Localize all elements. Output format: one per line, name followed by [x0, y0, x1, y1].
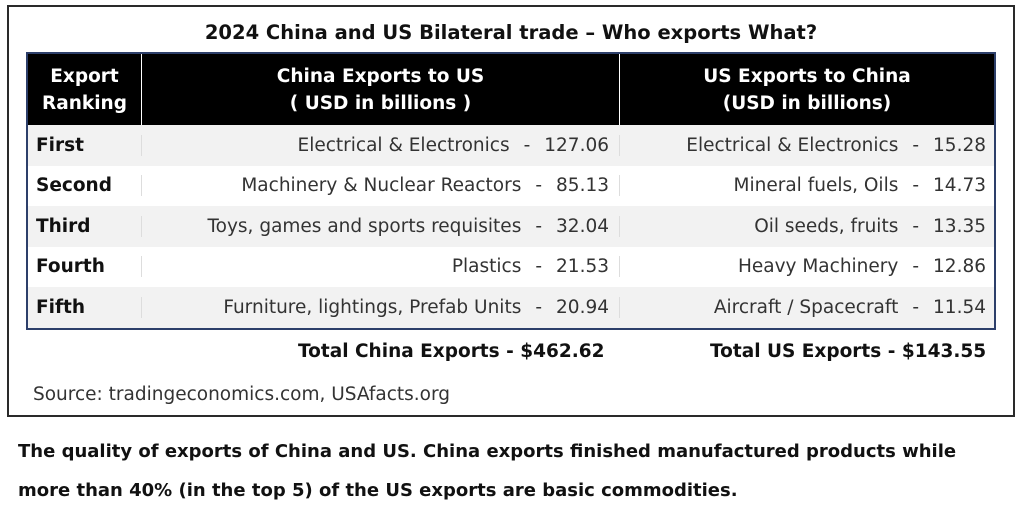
- rank-cell: Fourth: [36, 256, 105, 278]
- source-note: Source: tradingeconomics.com, USAfacts.o…: [33, 384, 450, 405]
- table-row: Third Toys, games and sports requisites -…: [28, 206, 994, 247]
- table-header: Export Ranking China Exports to US ( USD…: [28, 54, 994, 125]
- china-item: Furniture, lightings, Prefab Units: [223, 296, 522, 318]
- separator: -: [912, 296, 920, 318]
- header-china-line2: ( USD in billions ): [289, 92, 472, 114]
- table-row: Fourth Plastics -21.53 Heavy Machinery -12…: [28, 247, 994, 288]
- header-ranking-line2: Ranking: [42, 92, 127, 114]
- rank-cell: First: [36, 134, 84, 156]
- header-us-line1: US Exports to China: [703, 65, 911, 87]
- us-export-cell: Mineral fuels, Oils -14.73: [619, 175, 994, 197]
- us-value: 12.86: [933, 256, 986, 278]
- us-export-cell: Electrical & Electronics -15.28: [619, 134, 994, 156]
- us-value: 13.35: [933, 215, 986, 237]
- china-export-cell: Machinery & Nuclear Reactors -85.13: [141, 175, 619, 197]
- us-value: 15.28: [933, 134, 986, 156]
- rank-cell: Third: [36, 215, 91, 237]
- china-item: Toys, games and sports requisites: [207, 215, 522, 237]
- china-value: 127.06: [544, 134, 609, 156]
- separator: -: [535, 296, 543, 318]
- china-export-cell: Plastics -21.53: [141, 256, 619, 278]
- caption-line: The quality of exports of China and US. …: [18, 441, 957, 462]
- china-value: 20.94: [556, 296, 609, 318]
- china-value: 85.13: [556, 175, 609, 197]
- header-export-ranking: Export Ranking: [28, 54, 141, 125]
- separator: -: [912, 134, 920, 156]
- table-row: Second Machinery & Nuclear Reactors -85.1…: [28, 166, 994, 207]
- caption-line: more than 40% (in the top 5) of the US e…: [18, 480, 738, 501]
- china-value: 21.53: [556, 256, 609, 278]
- rank-cell: Second: [36, 175, 112, 197]
- us-value: 14.73: [933, 175, 986, 197]
- total-china-exports: Total China Exports - $462.62: [298, 341, 605, 362]
- separator: -: [535, 215, 543, 237]
- us-export-cell: Oil seeds, fruits -13.35: [619, 215, 994, 237]
- china-export-cell: Electrical & Electronics -127.06: [141, 134, 619, 156]
- china-export-cell: Furniture, lightings, Prefab Units -20.94: [141, 296, 619, 318]
- header-china-line1: China Exports to US: [276, 65, 485, 87]
- us-export-cell: Aircraft / Spacecraft -11.54: [619, 296, 994, 318]
- separator: -: [535, 175, 543, 197]
- infographic-frame: 2024 China and US Bilateral trade – Who …: [7, 5, 1015, 417]
- header-us-line2: (USD in billions): [722, 92, 892, 114]
- us-item: Oil seeds, fruits: [754, 215, 899, 237]
- header-china-exports: China Exports to US ( USD in billions ): [141, 54, 619, 125]
- total-us-exports: Total US Exports - $143.55: [710, 341, 987, 362]
- separator: -: [535, 256, 543, 278]
- us-item: Heavy Machinery: [737, 256, 899, 278]
- table-row: First Electrical & Electronics -127.06 El…: [28, 125, 994, 166]
- separator: -: [912, 256, 920, 278]
- us-value: 11.54: [933, 296, 986, 318]
- china-item: Electrical & Electronics: [297, 134, 510, 156]
- header-ranking-line1: Export: [50, 65, 119, 87]
- caption: The quality of exports of China and US. …: [18, 432, 1018, 510]
- separator: -: [912, 175, 920, 197]
- us-item: Mineral fuels, Oils: [733, 175, 899, 197]
- infographic-title: 2024 China and US Bilateral trade – Who …: [204, 21, 818, 44]
- table-row: Fifth Furniture, lightings, Prefab Units…: [28, 287, 994, 328]
- us-export-cell: Heavy Machinery -12.86: [619, 256, 994, 278]
- rank-cell: Fifth: [36, 296, 86, 318]
- trade-table: Export Ranking China Exports to US ( USD…: [26, 52, 996, 330]
- china-export-cell: Toys, games and sports requisites -32.04: [141, 215, 619, 237]
- china-value: 32.04: [556, 215, 609, 237]
- header-us-exports: US Exports to China (USD in billions): [619, 54, 994, 125]
- separator: -: [523, 134, 531, 156]
- separator: -: [912, 215, 920, 237]
- us-item: Electrical & Electronics: [686, 134, 899, 156]
- china-item: Plastics: [451, 256, 522, 278]
- china-item: Machinery & Nuclear Reactors: [241, 175, 522, 197]
- us-item: Aircraft / Spacecraft: [713, 296, 899, 318]
